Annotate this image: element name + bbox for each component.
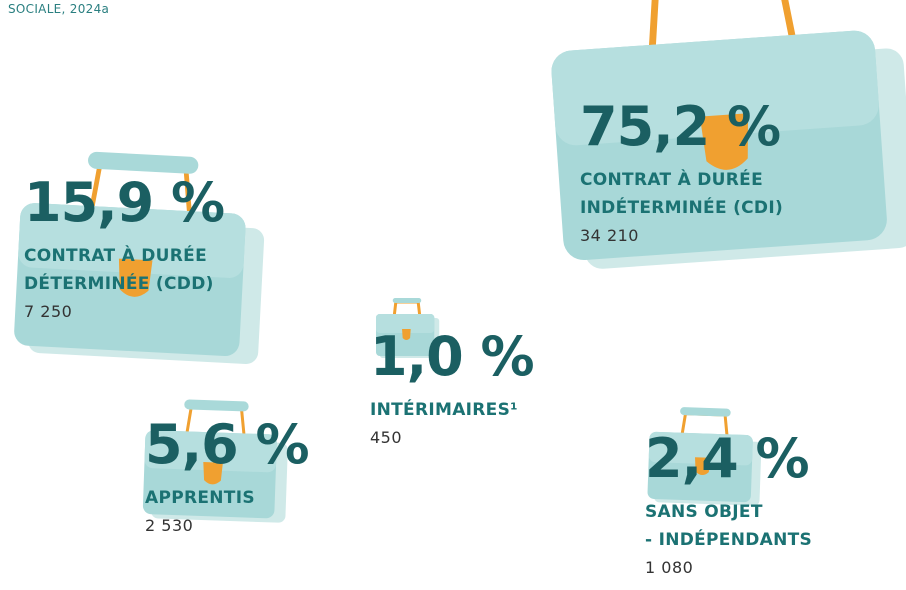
briefcase-handle-grip bbox=[393, 298, 422, 303]
label-line: - INDÉPENDANTS bbox=[645, 526, 812, 554]
briefcase-handle-grip bbox=[184, 399, 249, 411]
percent: 75,2 % bbox=[580, 100, 783, 154]
label-line: APPRENTIS bbox=[145, 484, 309, 512]
label: INTÉRIMAIRES¹ bbox=[370, 396, 534, 424]
label-line: CONTRAT À DURÉE bbox=[24, 242, 224, 270]
percent: 5,6 % bbox=[145, 418, 309, 472]
label: SANS OBJET- INDÉPENDANTS bbox=[645, 498, 812, 554]
label-line: INDÉTERMINÉE (CDI) bbox=[580, 194, 783, 222]
percent: 15,9 % bbox=[24, 176, 224, 230]
label-line: SANS OBJET bbox=[645, 498, 812, 526]
count: 1 080 bbox=[645, 554, 812, 582]
briefcase-handle-grip bbox=[680, 407, 731, 417]
count: 34 210 bbox=[580, 222, 783, 250]
label-line: INTÉRIMAIRES¹ bbox=[370, 396, 534, 424]
count: 7 250 bbox=[24, 298, 224, 326]
label-line: DÉTERMINÉE (CDD) bbox=[24, 270, 224, 298]
count: 450 bbox=[370, 424, 534, 452]
label: APPRENTIS bbox=[145, 484, 309, 512]
infographic: SOCIALE, 2024a 75,2 %CONTRAT À DURÉEINDÉ… bbox=[0, 0, 906, 590]
header: SOCIALE, 2024a bbox=[8, 2, 109, 16]
percent: 2,4 % bbox=[645, 432, 812, 486]
label-line: CONTRAT À DURÉE bbox=[580, 166, 783, 194]
percent: 1,0 % bbox=[370, 330, 534, 384]
count: 2 530 bbox=[145, 512, 309, 540]
